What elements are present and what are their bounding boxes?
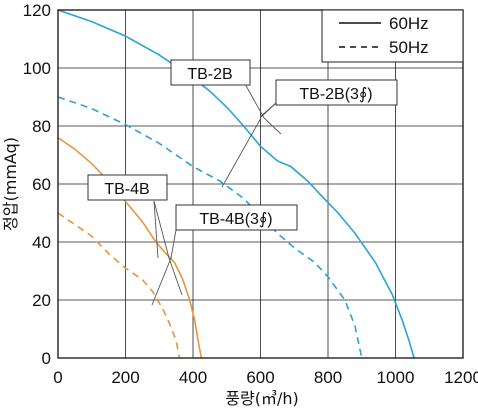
- legend: 60Hz 50Hz: [321, 9, 464, 63]
- x-tick-label: 600: [246, 368, 274, 387]
- callout-tb-2b: TB-2B: [170, 59, 251, 86]
- x-tick-label: 800: [314, 368, 342, 387]
- legend-box: [321, 9, 464, 63]
- callout-tb-2b-3phase-box: [275, 79, 398, 106]
- x-tick-label: 200: [111, 368, 139, 387]
- tick-labels: 0 200 400 600 800 1000 1200 0 20 40 60 80 100 120: [23, 1, 478, 387]
- x-tick-label: 400: [179, 368, 207, 387]
- leader-tb-4b: [153, 200, 183, 296]
- callout-tb-4b-3phase-box: [175, 204, 298, 231]
- y-tick-label: 0: [42, 349, 51, 368]
- legend-label-50hz: 50Hz: [389, 38, 429, 57]
- x-tick-label: 1200: [444, 368, 478, 387]
- x-axis-title: 풍량(㎥/h): [225, 389, 298, 408]
- callout-leaders: [151, 81, 282, 306]
- leader-tb-4b-3phase: [151, 229, 177, 306]
- y-tick-label: 40: [32, 233, 51, 252]
- series-line-tb-2b-50hz: [57, 96, 363, 359]
- callout-tb-4b-box: [87, 174, 168, 201]
- callout-tb-2b-label: TB-2B: [187, 66, 232, 83]
- series-line-tb-4b-60hz: [57, 136, 203, 359]
- leader-tb-2b-3phase-b: [221, 117, 262, 188]
- y-tick-label: 100: [23, 59, 51, 78]
- y-tick-label: 60: [32, 175, 51, 194]
- callout-tb-4b: TB-4B: [87, 174, 168, 201]
- callout-tb-2b-3phase-label: TB-2B(3∮): [299, 86, 372, 103]
- plot-frame: [57, 9, 464, 359]
- callout-tb-2b-3phase: TB-2B(3∮): [275, 79, 398, 106]
- y-tick-label: 120: [23, 1, 51, 20]
- y-axis-title: 정압(mmAq): [1, 137, 20, 231]
- series-line-tb-4b-50hz: [57, 212, 181, 359]
- y-tick-label: 20: [32, 291, 51, 310]
- callout-tb-4b-label: TB-4B: [104, 181, 149, 198]
- x-tick-label: 1000: [377, 368, 415, 387]
- leader-tb-4b-a: [153, 200, 159, 259]
- series-layer: [57, 9, 415, 359]
- legend-label-60hz: 60Hz: [389, 14, 429, 33]
- leader-tb-2b: [243, 81, 282, 135]
- series-line-tb-2b-60hz: [57, 9, 415, 359]
- callout-tb-2b-box: [170, 59, 251, 86]
- leader-tb-2b-3phase-a: [259, 102, 277, 118]
- callout-tb-4b-3phase: TB-4B(3∮): [175, 204, 298, 231]
- callout-tb-4b-3phase-label: TB-4B(3∮): [199, 211, 272, 228]
- y-tick-label: 80: [32, 117, 51, 136]
- x-tick-label: 0: [53, 368, 62, 387]
